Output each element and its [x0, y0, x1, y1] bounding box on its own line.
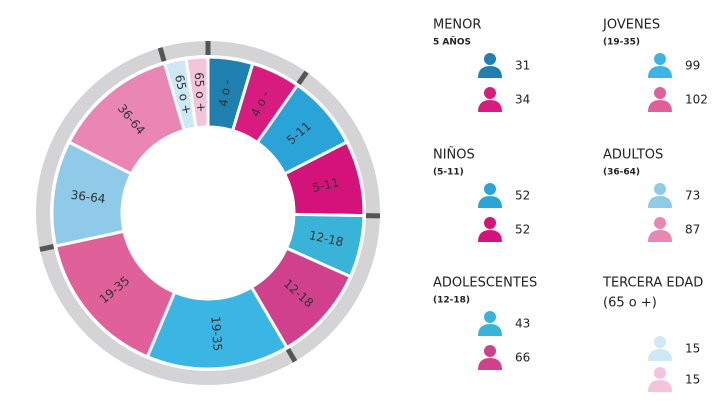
person-icon-head [654, 336, 666, 348]
legend-value: 99 [685, 59, 700, 73]
person-icon-body [648, 100, 672, 112]
legend-value: 31 [515, 59, 530, 73]
donut-segment [184, 55, 210, 130]
legend-title: TERCERA EDAD [602, 276, 703, 291]
legend-value: 43 [515, 317, 530, 331]
legend-title: ADOLESCENTES [433, 276, 537, 291]
legend-value: 52 [515, 223, 530, 237]
legend-title: ADULTOS [603, 148, 663, 163]
person-icon-head [654, 53, 666, 65]
legend-value: 15 [685, 373, 700, 387]
legend-title: JOVENES [602, 18, 660, 33]
segment-label: 5-11 [311, 175, 341, 195]
person-icon-head [654, 183, 666, 195]
person-icon-head [654, 367, 666, 379]
person-icon-head [484, 217, 496, 229]
person-icon-head [654, 87, 666, 99]
person-icon-head [484, 311, 496, 323]
ring-tick [285, 348, 298, 363]
person-icon-body [648, 230, 672, 242]
person-icon-head [654, 217, 666, 229]
legend-value: 15 [685, 342, 700, 356]
segment-label: 36-64 [70, 188, 106, 206]
legend-value: 66 [515, 351, 530, 365]
segment-label: 4 o - [216, 79, 234, 108]
legend-value: 52 [515, 189, 530, 203]
legend-value: 73 [685, 189, 700, 203]
legend-subtitle: (36-64) [603, 168, 640, 178]
person-icon-body [478, 66, 502, 78]
legend-value: 34 [515, 93, 530, 107]
ring-tick [157, 47, 167, 62]
person-icon-head [484, 87, 496, 99]
person-icon-head [484, 345, 496, 357]
ring-tick [296, 70, 309, 85]
legend-value: 102 [685, 93, 708, 107]
person-icon-body [648, 196, 672, 208]
person-icon-body [648, 66, 672, 78]
segment-label: 65 o + [192, 72, 209, 113]
person-icon-head [484, 53, 496, 65]
legend-value: 87 [685, 223, 700, 237]
person-icon-body [648, 349, 672, 361]
legend-subtitle: (5-11) [433, 168, 464, 178]
legend-subtitle: (65 o +) [603, 296, 657, 311]
person-icon-body [648, 380, 672, 392]
legend-subtitle: (12-18) [433, 296, 470, 306]
legend-subtitle: 5 AÑOS [433, 37, 471, 48]
ring-tick [39, 244, 55, 252]
segment-label: 19-35 [208, 316, 224, 352]
person-icon-body [478, 358, 502, 370]
legend-title: MENOR [433, 18, 481, 33]
person-icon-body [478, 100, 502, 112]
legend-title: NIÑOS [433, 147, 475, 163]
person-icon-head [484, 183, 496, 195]
person-icon-body [478, 324, 502, 336]
legend-subtitle: (19-35) [603, 38, 640, 48]
person-icon-body [478, 196, 502, 208]
person-icon-body [478, 230, 502, 242]
